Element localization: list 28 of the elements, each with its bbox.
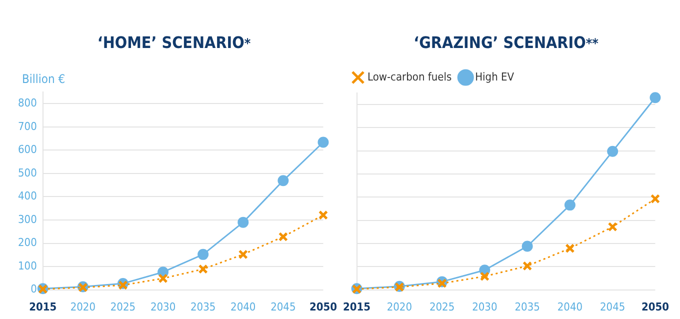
- x-tick-label: 2020: [386, 300, 412, 314]
- x-tick-label: 2030: [472, 300, 498, 314]
- y-tick-label: 300: [18, 212, 37, 226]
- legend-label: Low-carbon fuels: [368, 70, 452, 84]
- x-tick-label: 2035: [514, 300, 540, 314]
- x-tick-label: 2025: [429, 300, 455, 314]
- y-tick-label: 500: [18, 166, 37, 180]
- y-tick-label: 800: [18, 96, 37, 110]
- x-tick-label: 2015: [343, 300, 371, 314]
- x-tick-label: 2035: [190, 300, 216, 314]
- x-tick-label: 2045: [600, 300, 626, 314]
- x-tick-label: 2050: [309, 300, 338, 314]
- x-tick-label: 2045: [270, 300, 296, 314]
- x-tick-label: 2050: [641, 300, 670, 314]
- x-tick-label: 2020: [70, 300, 96, 314]
- x-tick-label: 2025: [110, 300, 136, 314]
- y-tick-label: 700: [18, 120, 37, 133]
- y-tick-label: 100: [18, 259, 37, 272]
- y-tick-label: 200: [18, 236, 37, 250]
- y-tick-label: 600: [18, 143, 37, 156]
- x-tick-label: 2015: [29, 300, 57, 314]
- x-tick-label: 2030: [150, 300, 176, 314]
- y-tick-label: 400: [18, 190, 37, 203]
- y-axis-title: Billion €: [22, 72, 66, 86]
- legend-label: High EV: [475, 70, 514, 84]
- x-tick-label: 2040: [557, 300, 583, 314]
- x-tick-label: 2040: [230, 300, 256, 314]
- y-tick-label: 0: [30, 282, 37, 296]
